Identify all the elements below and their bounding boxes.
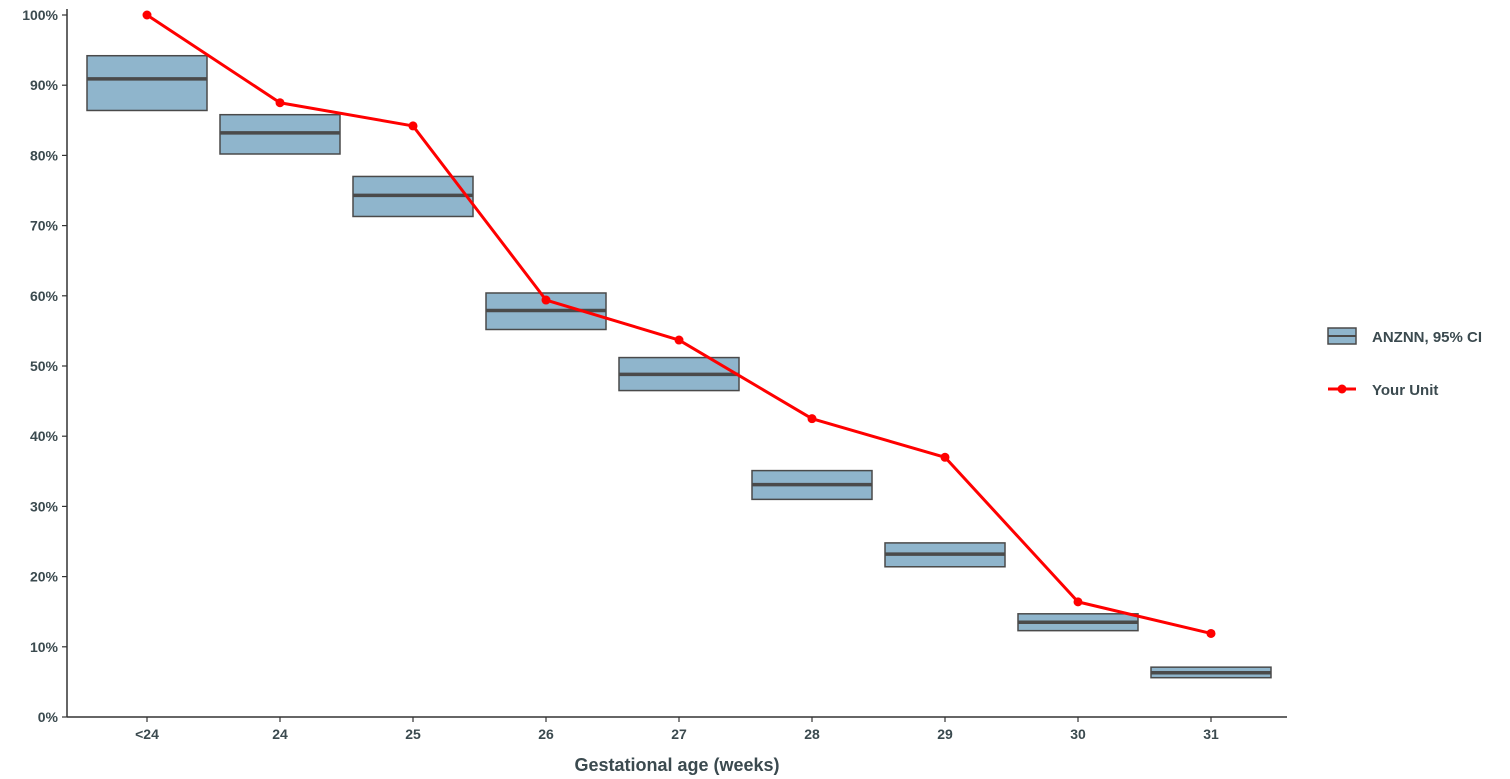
ci-box xyxy=(86,54,208,112)
your-unit-point xyxy=(807,414,817,424)
y-tick-label: 100% xyxy=(22,7,58,23)
y-tick-label: 0% xyxy=(38,709,59,725)
x-tick-label: 30 xyxy=(1070,726,1086,742)
x-tick-label: 24 xyxy=(272,726,288,742)
y-tick-label: 10% xyxy=(30,639,59,655)
legend-label-ci: ANZNN, 95% CI xyxy=(1372,329,1482,346)
your-unit-point xyxy=(408,121,418,131)
x-tick-label: 26 xyxy=(538,726,554,742)
your-unit-point xyxy=(1206,628,1216,638)
y-axis: 0% 10% 20% 30% 40% 50% 60% 70% 80% 90% 100% xyxy=(22,7,68,725)
legend-item-your-unit: Your Unit xyxy=(1328,382,1438,399)
your-unit-series xyxy=(142,10,1216,638)
legend-label-your-unit: Your Unit xyxy=(1372,382,1438,399)
your-unit-point xyxy=(275,98,285,108)
x-tick-label: 31 xyxy=(1203,726,1219,742)
x-tick-label: <24 xyxy=(135,726,159,742)
your-unit-point xyxy=(940,452,950,462)
x-tick-label: 25 xyxy=(405,726,421,742)
legend: ANZNN, 95% CI Your Unit xyxy=(1327,327,1482,399)
y-tick-label: 60% xyxy=(30,288,59,304)
y-tick-label: 50% xyxy=(30,358,59,374)
x-axis: <24 24 25 26 27 28 29 30 31 xyxy=(67,716,1287,742)
plot-area xyxy=(86,10,1272,679)
your-unit-point xyxy=(674,335,684,345)
your-unit-point xyxy=(142,10,152,20)
your-unit-point xyxy=(541,295,551,305)
legend-item-ci: ANZNN, 95% CI xyxy=(1327,327,1482,346)
x-tick-label: 29 xyxy=(937,726,953,742)
y-tick-label: 70% xyxy=(30,218,59,234)
y-tick-label: 40% xyxy=(30,428,59,444)
y-tick-label: 90% xyxy=(30,77,59,93)
x-axis-title: Gestational age (weeks) xyxy=(574,755,779,775)
y-tick-label: 80% xyxy=(30,147,59,163)
ci-crossbars xyxy=(86,54,1272,679)
x-tick-label: 28 xyxy=(804,726,820,742)
x-tick-label: 27 xyxy=(671,726,687,742)
y-tick-label: 30% xyxy=(30,498,59,514)
your-unit-point xyxy=(1073,597,1083,607)
legend-swatch-point xyxy=(1337,384,1347,394)
your-unit-line xyxy=(146,13,1212,635)
y-tick-label: 20% xyxy=(30,569,59,585)
